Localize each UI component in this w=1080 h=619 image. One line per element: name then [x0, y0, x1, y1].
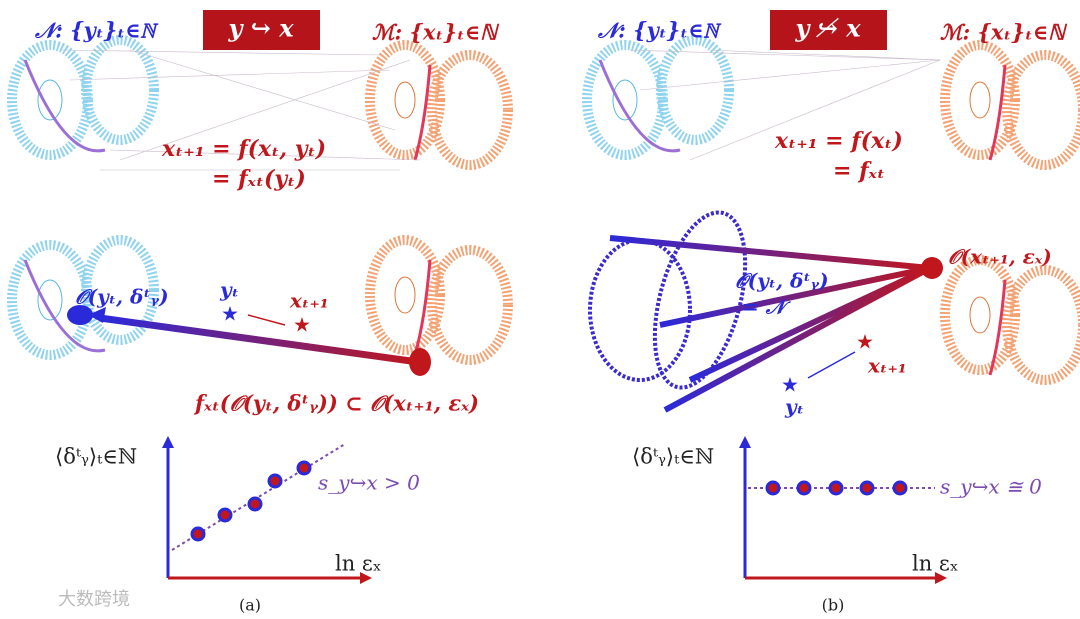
svg-text:★: ★	[293, 313, 311, 337]
badge: y ↪ x	[227, 14, 294, 43]
mapping: fₓₜ(𝒪(yₜ, δᵗᵧ)) ⊂ 𝒪(xₜ₊₁, εₓ)	[193, 391, 479, 416]
svg-text:★: ★	[781, 373, 799, 397]
watermark: 大数跨境	[58, 589, 130, 610]
x-point: xₜ₊₁	[289, 289, 329, 313]
slope-label: s_y↪x > 0	[318, 471, 420, 495]
manifold-n: 𝒩: {yₜ}ₜ∈ℕ	[597, 18, 722, 43]
manifold-m: ℳ: {xₜ}ₜ∈ℕ	[940, 20, 1068, 45]
neighborhood-y-eq: = 𝒩	[742, 295, 792, 319]
y-point: yₜ	[219, 278, 239, 302]
axis-y-label: ⟨δᵗᵧ⟩ₜ∈ℕ	[632, 445, 714, 469]
axis-x-label: ln εₓ	[912, 552, 959, 576]
svg-text:★: ★	[221, 302, 239, 326]
neighborhood-y: 𝒪(yₜ, δᵗᵧ)	[735, 269, 829, 293]
neighborhood-y: 𝒪(yₜ, δᵗᵧ)	[75, 285, 169, 309]
equation: xₜ₊₁ = f(xₜ, yₜ)	[161, 136, 326, 162]
equation: xₜ₊₁ = f(xₜ)	[774, 128, 903, 154]
slope-label: s_y↪x ≅ 0	[940, 475, 1042, 499]
axis-y-label: ⟨δᵗᵧ⟩ₜ∈ℕ	[55, 445, 137, 469]
manifold-m: ℳ: {xₜ}ₜ∈ℕ	[372, 20, 500, 45]
neighborhood-x: 𝒪(xₜ₊₁, εₓ)	[948, 245, 1052, 269]
svg-text:★: ★	[856, 330, 874, 354]
equation: = fₓₜ(yₜ)	[212, 166, 306, 192]
axis-x-label: ln εₓ	[335, 552, 382, 576]
y-point: yₜ	[784, 395, 804, 419]
panel-label: (b)	[822, 596, 845, 615]
panel-b: 𝒩: {yₜ}ₜ∈ℕ y ↪̸ x ℳ: {xₜ}ₜ∈ℕ xₜ₊₁ = f(xₜ…	[587, 10, 1080, 615]
equation: = fₓₜ	[833, 158, 885, 184]
panel-a: 𝒩: {yₜ}ₜ∈ℕ y ↪ x ℳ: {xₜ}ₜ∈ℕ xₜ₊₁ = f(xₜ,…	[12, 10, 508, 615]
panel-label: (a)	[239, 596, 261, 615]
manifold-n: 𝒩: {yₜ}ₜ∈ℕ	[34, 18, 159, 43]
x-point: xₜ₊₁	[867, 354, 907, 378]
badge: y ↪̸ x	[794, 14, 861, 43]
